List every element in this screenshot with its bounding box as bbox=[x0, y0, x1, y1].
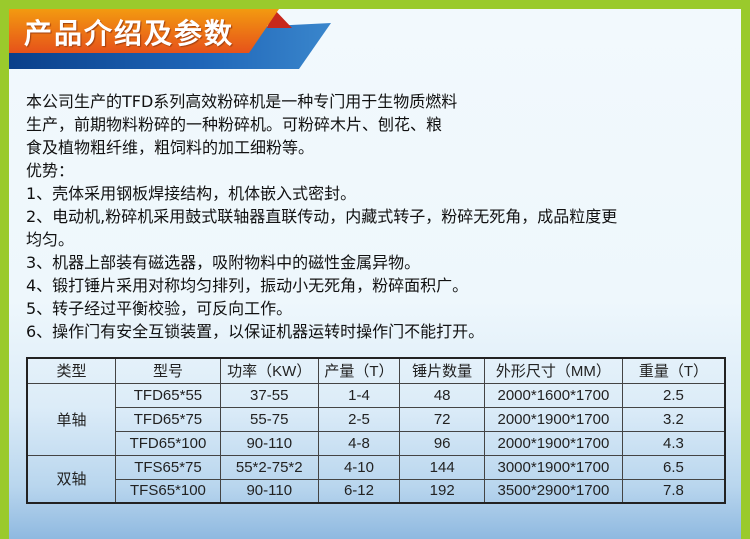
table-cell: 3.2 bbox=[621, 406, 726, 432]
header-cell: 外形尺寸（MM） bbox=[483, 357, 623, 384]
text-line: 食及植物粗纤维，粗饲料的加工细粉等。 bbox=[26, 138, 315, 157]
text-line: 均匀。 bbox=[26, 230, 75, 249]
text-line: 4、锻打锤片采用对称均匀排列，振动小无死角，粉碎面积广。 bbox=[26, 276, 469, 295]
table-cell: TFD65*100 bbox=[115, 430, 221, 456]
table-cell: TFS65*100 bbox=[115, 478, 221, 504]
spec-table: 类型 型号 功率（KW） 产量（T） 锤片数量 外形尺寸（MM） 重量（T） 单… bbox=[26, 357, 726, 504]
table-cell: 144 bbox=[399, 454, 485, 480]
header-cell: 型号 bbox=[115, 357, 221, 384]
table-cell: 2-5 bbox=[317, 406, 401, 432]
table-row: TFS65*100 90-110 6-12 192 3500*2900*1700 7.8 bbox=[27, 478, 726, 504]
table-cell: 37-55 bbox=[219, 382, 319, 408]
table-cell: 2.5 bbox=[621, 382, 726, 408]
table-row: 双轴 TFS65*75 55*2-75*2 4-10 144 3000*1900*1700… bbox=[26, 454, 726, 504]
table-cell: 4.3 bbox=[621, 430, 726, 456]
table-cell: 2000*1900*1700 bbox=[483, 406, 623, 432]
header-cell: 重量（T） bbox=[621, 357, 726, 384]
table-cell: 72 bbox=[399, 406, 485, 432]
table-cell: 192 bbox=[399, 478, 485, 504]
table-cell: 90-110 bbox=[219, 430, 319, 456]
header-cell: 产量（T） bbox=[317, 357, 401, 384]
page-title: 产品介绍及参数 bbox=[24, 17, 235, 50]
table-cell: TFS65*75 bbox=[115, 454, 221, 480]
table-cell: 4-8 bbox=[317, 430, 401, 456]
table-cell: 1-4 bbox=[317, 382, 401, 408]
text-line: 5、转子经过平衡校验，可反向工作。 bbox=[26, 299, 293, 318]
text-line: 本公司生产的TFD系列高效粉碎机是一种专门用于生物质燃料 bbox=[26, 92, 458, 111]
header-cell: 功率（KW） bbox=[219, 357, 319, 384]
text-line: 6、操作门有安全互锁装置，以保证机器运转时操作门不能打开。 bbox=[26, 322, 485, 341]
table-cell: 3000*1900*1700 bbox=[483, 454, 623, 480]
table-cell: 4-10 bbox=[317, 454, 401, 480]
title-banner bbox=[9, 9, 331, 69]
table-cell: 6.5 bbox=[621, 454, 726, 480]
table-cell: 2000*1900*1700 bbox=[483, 430, 623, 456]
table-row: 单轴 TFD65*55 37-55 1-4 48 2000*1600*1700 2.5 bbox=[26, 382, 726, 456]
table-cell: 3500*2900*1700 bbox=[483, 478, 623, 504]
table-header-row: 类型 型号 功率（KW） 产量（T） 锤片数量 外形尺寸（MM） 重量（T） bbox=[26, 357, 726, 384]
table-cell: 55*2-75*2 bbox=[219, 454, 319, 480]
table-cell: TFD65*55 bbox=[115, 382, 221, 408]
table-cell: 96 bbox=[399, 430, 485, 456]
table-cell: 7.8 bbox=[621, 478, 726, 504]
header-cell: 类型 bbox=[26, 357, 117, 384]
text-line: 2、电动机,粉碎机采用鼓式联轴器直联传动，内藏式转子，粉碎无死角，成品粒度更 bbox=[26, 207, 618, 226]
product-description: 本公司生产的TFD系列高效粉碎机是一种专门用于生物质燃料 生产，前期物料粉碎的一… bbox=[26, 90, 736, 343]
table-cell: TFD65*75 bbox=[115, 406, 221, 432]
text-line: 1、壳体采用钢板焊接结构，机体嵌入式密封。 bbox=[26, 184, 357, 203]
type-cell: 单轴 bbox=[26, 382, 117, 456]
table-cell: 90-110 bbox=[219, 478, 319, 504]
table-cell: 2000*1600*1700 bbox=[483, 382, 623, 408]
type-cell: 双轴 bbox=[26, 454, 117, 504]
header-cell: 锤片数量 bbox=[399, 357, 485, 384]
table-cell: 48 bbox=[399, 382, 485, 408]
text-line: 3、机器上部装有磁选器，吸附物料中的磁性金属异物。 bbox=[26, 253, 421, 272]
text-line: 生产，前期物料粉碎的一种粉碎机。可粉碎木片、刨花、粮 bbox=[26, 115, 443, 134]
table-row: TFD65*75 55-75 2-5 72 2000*1900*1700 3.2 bbox=[27, 406, 726, 432]
table-cell: 6-12 bbox=[317, 478, 401, 504]
table-row: TFD65*100 90-110 4-8 96 2000*1900*1700 4.3 bbox=[27, 430, 726, 456]
table-cell: 55-75 bbox=[219, 406, 319, 432]
text-line: 优势： bbox=[26, 161, 75, 180]
